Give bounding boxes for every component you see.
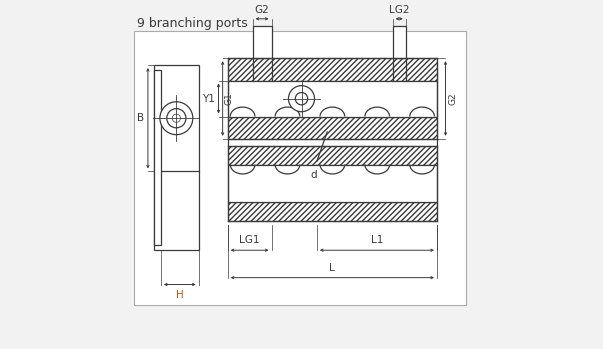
Bar bbox=[228, 164, 437, 202]
Text: G2: G2 bbox=[254, 5, 270, 15]
Text: H: H bbox=[176, 290, 184, 300]
Bar bbox=[228, 58, 437, 81]
Bar bbox=[154, 65, 198, 250]
Text: 9 branching ports: 9 branching ports bbox=[137, 17, 248, 30]
Text: Y1: Y1 bbox=[202, 94, 215, 104]
Bar bbox=[393, 26, 406, 58]
Bar bbox=[228, 58, 437, 81]
Text: G2: G2 bbox=[448, 92, 457, 105]
Bar bbox=[228, 202, 437, 221]
Bar bbox=[228, 117, 437, 139]
Bar bbox=[228, 117, 437, 139]
Circle shape bbox=[288, 86, 315, 112]
Bar bbox=[228, 146, 437, 164]
Text: LG2: LG2 bbox=[389, 5, 409, 15]
Text: B: B bbox=[137, 113, 145, 123]
Circle shape bbox=[295, 92, 308, 105]
Text: d: d bbox=[310, 170, 317, 180]
Text: L: L bbox=[329, 262, 335, 273]
Text: L1: L1 bbox=[371, 235, 383, 245]
Bar bbox=[154, 70, 161, 245]
Bar bbox=[133, 31, 466, 305]
Circle shape bbox=[160, 102, 193, 135]
Text: G1: G1 bbox=[224, 92, 233, 105]
Bar bbox=[228, 146, 437, 164]
Bar bbox=[228, 202, 437, 221]
Bar bbox=[228, 81, 437, 117]
Bar bbox=[253, 26, 271, 58]
Circle shape bbox=[167, 109, 186, 128]
Text: LG1: LG1 bbox=[239, 235, 260, 245]
Circle shape bbox=[172, 114, 180, 122]
